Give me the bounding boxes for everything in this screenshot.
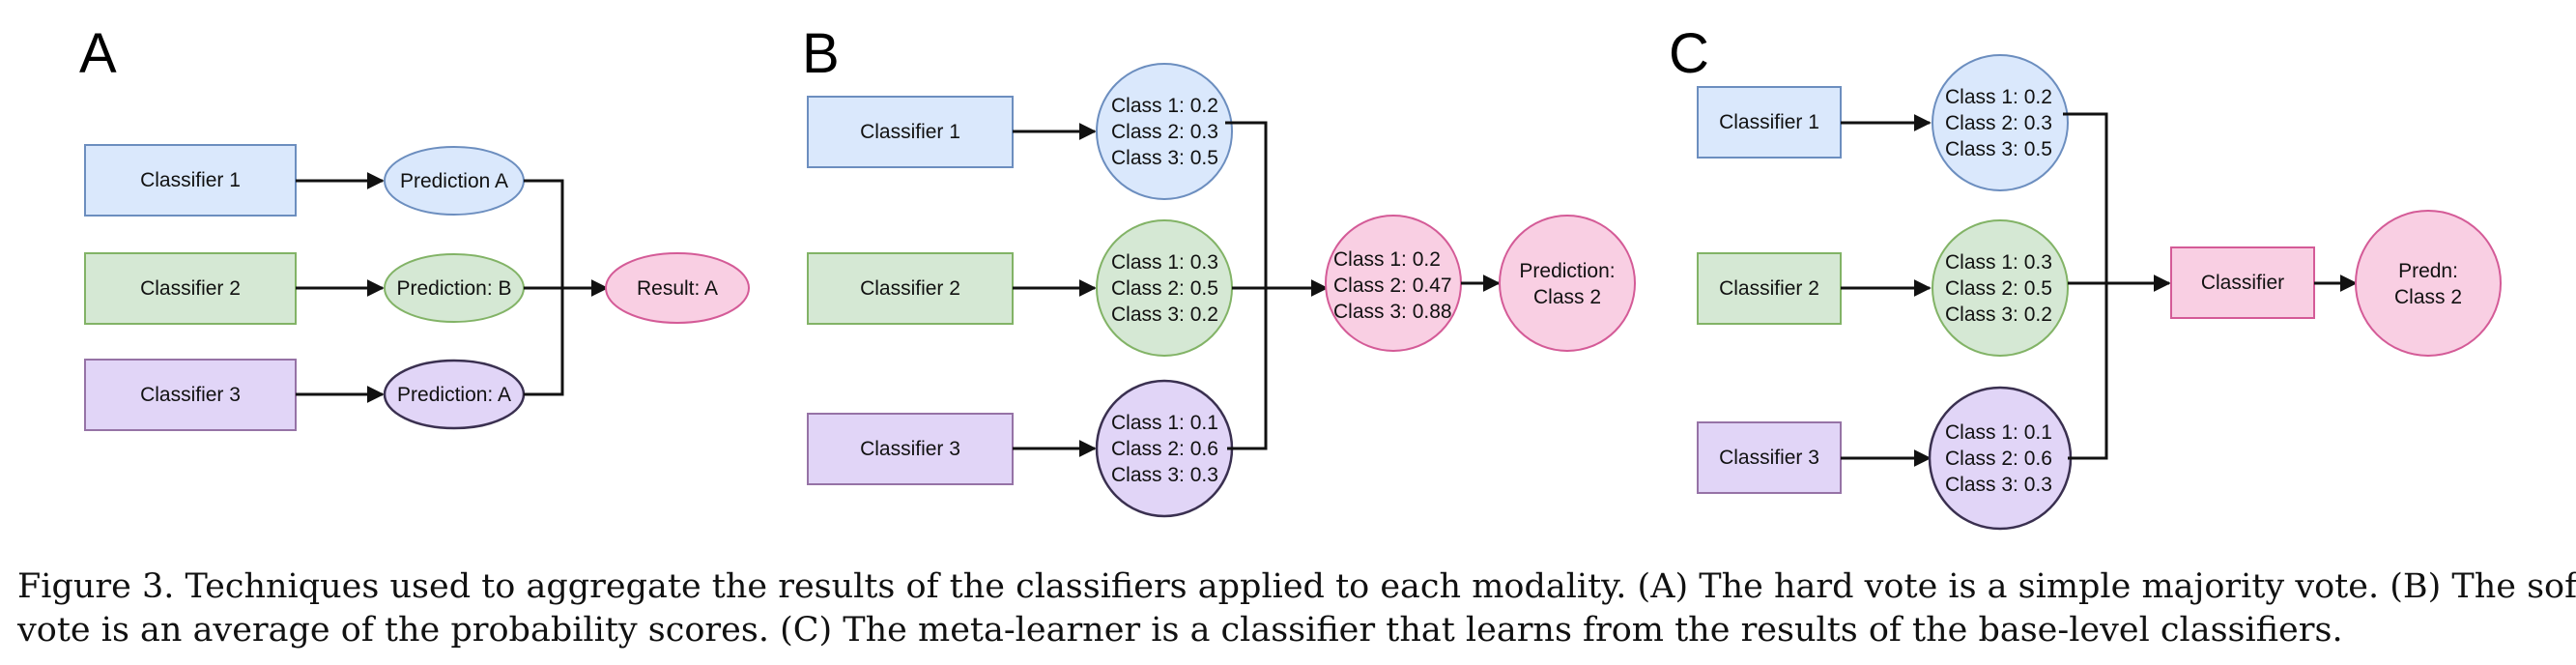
panel-c-scores-1-class-2: Class 2: 0.3	[1945, 112, 2052, 134]
panel-c-scores-1-class-3: Class 3: 0.5	[1945, 138, 2052, 160]
panel-c-label: C	[1669, 22, 1709, 85]
panel-c-merge-bracket	[2063, 112, 2108, 460]
panel-a-prediction-2-label: Prediction: B	[396, 277, 511, 300]
panel-b-average-class-3: Class 3: 0.88	[1333, 301, 1452, 323]
panel-b-scores-2-class-3: Class 3: 0.2	[1111, 304, 1218, 326]
panel-c-scores-2-class-1: Class 1: 0.3	[1945, 251, 2052, 274]
panel-b-scores-2-class-2: Class 2: 0.5	[1111, 277, 1218, 300]
panel-a-result: Result: A	[605, 252, 750, 324]
panel-a-classifier-2: Classifier 2	[84, 252, 297, 325]
panel-c-meta-classifier-label: Classifier	[2201, 272, 2284, 294]
panel-b-label: B	[802, 22, 840, 85]
panel-b-classifier-1-label: Classifier 1	[860, 121, 960, 143]
aggregation-diagram: A Classifier 1 Classifier 2 Classifier 3…	[79, 22, 2502, 531]
panel-c-scores-2: Class 1: 0.3 Class 2: 0.5 Class 3: 0.2	[1932, 219, 2069, 357]
panel-b-average-class-2: Class 2: 0.47	[1333, 275, 1452, 297]
panel-c-scores-2-class-2: Class 2: 0.5	[1945, 277, 2052, 300]
panel-b-average-class-1: Class 1: 0.2	[1333, 248, 1441, 271]
panel-a-label: A	[79, 22, 117, 85]
panel-c-prediction: Predn: Class 2	[2355, 210, 2502, 357]
panel-b-scores-3-class-2: Class 2: 0.6	[1111, 438, 1218, 460]
panel-b-classifier-1: Classifier 1	[807, 96, 1014, 168]
panel-a-classifier-1: Classifier 1	[84, 144, 297, 217]
panel-c-scores-3: Class 1: 0.1 Class 2: 0.6 Class 3: 0.3	[1928, 386, 2073, 531]
panel-c-prediction-line-2: Class 2	[2394, 286, 2462, 308]
panel-a-classifier-3: Classifier 3	[84, 359, 297, 431]
panel-a-classifier-2-label: Classifier 2	[140, 277, 241, 300]
panel-b-scores-3-class-1: Class 1: 0.1	[1111, 412, 1218, 434]
panel-c-scores-1-class-1: Class 1: 0.2	[1945, 86, 2052, 108]
panel-c-scores-2-class-3: Class 3: 0.2	[1945, 304, 2052, 326]
panel-b-scores-2-class-1: Class 1: 0.3	[1111, 251, 1218, 274]
panel-b-classifier-3: Classifier 3	[807, 413, 1014, 485]
panel-b-average: Class 1: 0.2 Class 2: 0.47 Class 3: 0.88	[1325, 215, 1462, 352]
panel-b: B Classifier 1 Classifier 2 Classifier 3…	[802, 22, 1636, 518]
panel-a-result-label: Result: A	[637, 277, 718, 300]
panel-b-scores-3: Class 1: 0.1 Class 2: 0.6 Class 3: 0.3	[1095, 379, 1234, 518]
panel-c-classifier-3: Classifier 3	[1697, 421, 1842, 494]
panel-a-prediction-1-label: Prediction A	[400, 170, 508, 192]
panel-b-classifier-2-label: Classifier 2	[860, 277, 960, 300]
caption-line-2: vote is an average of the probability sc…	[17, 611, 2343, 650]
panel-b-scores-3-class-3: Class 3: 0.3	[1111, 464, 1218, 486]
panel-b-scores-1-class-2: Class 2: 0.3	[1111, 121, 1218, 143]
figure-caption: Figure 3. Techniques used to aggregate t…	[17, 565, 2576, 652]
panel-c-scores-1: Class 1: 0.2 Class 2: 0.3 Class 3: 0.5	[1932, 54, 2069, 191]
panel-c-scores-3-class-2: Class 2: 0.6	[1945, 448, 2052, 470]
panel-a-prediction-3-label: Prediction: A	[397, 384, 511, 406]
panel-b-scores-1-class-1: Class 1: 0.2	[1111, 95, 1218, 117]
panel-c-prediction-line-1: Predn:	[2398, 260, 2458, 282]
panel-a-classifier-3-label: Classifier 3	[140, 384, 241, 406]
panel-b-merge-bracket	[1225, 121, 1268, 450]
panel-b-prediction-line-1: Prediction:	[1519, 260, 1615, 282]
panel-a-classifier-1-label: Classifier 1	[140, 169, 241, 191]
panel-b-prediction-line-2: Class 2	[1533, 286, 1601, 308]
panel-c-classifier-1-label: Classifier 1	[1719, 111, 1819, 133]
panel-c: C Classifier 1 Classifier 2 Classifier 3…	[1669, 22, 2502, 531]
panel-b-classifier-2: Classifier 2	[807, 252, 1014, 325]
panel-a-prediction-3: Prediction: A	[383, 359, 526, 430]
panel-a-prediction-2: Prediction: B	[384, 253, 525, 323]
panel-a-prediction-1: Prediction A	[384, 146, 525, 216]
panel-b-classifier-3-label: Classifier 3	[860, 438, 960, 460]
caption-line-1: Figure 3. Techniques used to aggregate t…	[17, 567, 2576, 606]
panel-c-classifier-1: Classifier 1	[1697, 86, 1842, 159]
panel-c-scores-3-class-3: Class 3: 0.3	[1945, 474, 2052, 496]
panel-c-classifier-3-label: Classifier 3	[1719, 447, 1819, 469]
panel-c-classifier-2: Classifier 2	[1697, 252, 1842, 325]
panel-c-classifier-2-label: Classifier 2	[1719, 277, 1819, 300]
panel-c-meta-classifier: Classifier	[2170, 246, 2315, 319]
panel-b-scores-1: Class 1: 0.2 Class 2: 0.3 Class 3: 0.5	[1096, 63, 1233, 200]
panel-b-scores-1-class-3: Class 3: 0.5	[1111, 147, 1218, 169]
panel-b-scores-2: Class 1: 0.3 Class 2: 0.5 Class 3: 0.2	[1096, 219, 1233, 357]
panel-c-scores-3-class-1: Class 1: 0.1	[1945, 421, 2052, 444]
panel-b-prediction: Prediction: Class 2	[1499, 215, 1636, 352]
panel-a: A Classifier 1 Classifier 2 Classifier 3…	[79, 22, 750, 431]
